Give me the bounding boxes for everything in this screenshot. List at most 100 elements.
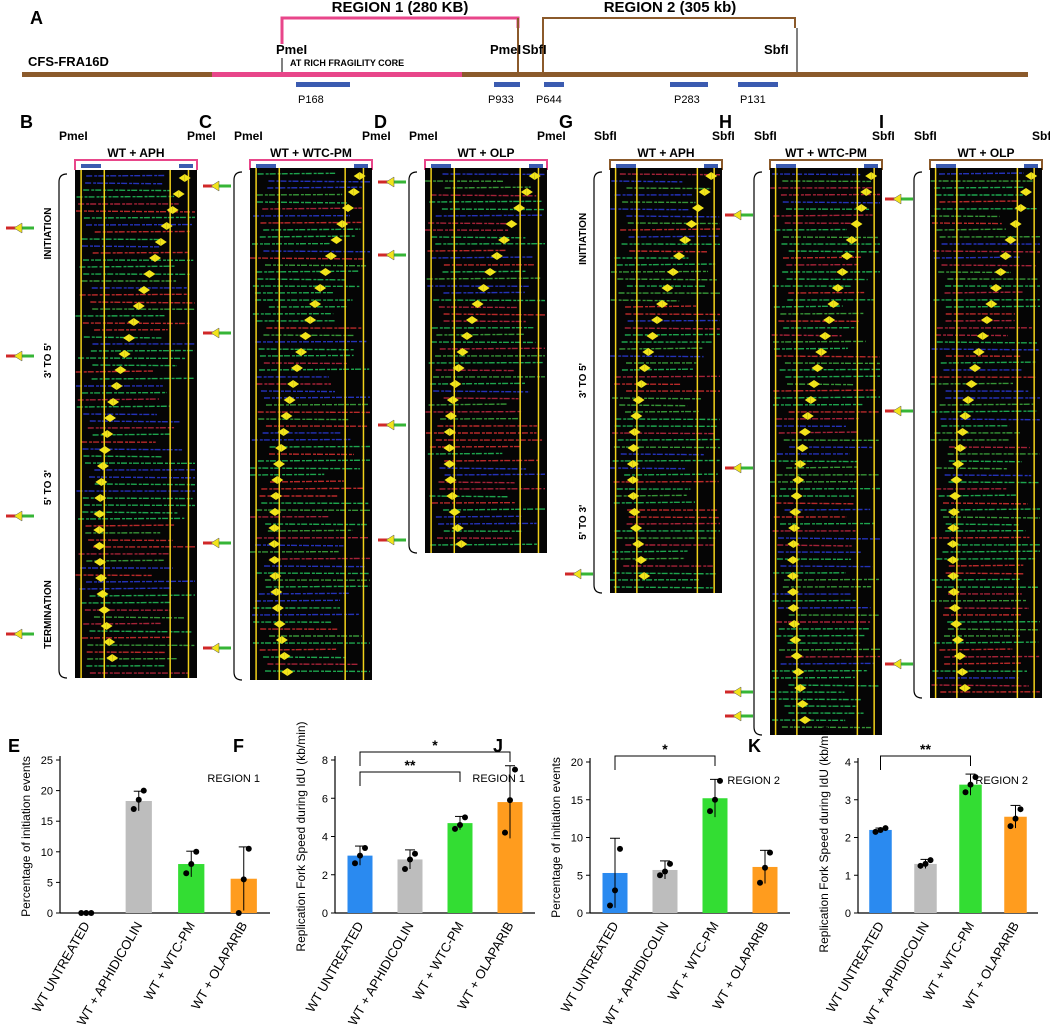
probe-p283-bar: [670, 82, 708, 87]
fiber-streak: [443, 508, 546, 511]
fork-arrowhead: [94, 494, 101, 502]
event-arrow-icon: [203, 642, 231, 654]
fork-arrowhead: [798, 428, 805, 436]
phase-label: 5' TO 3': [578, 505, 589, 540]
data-point: [240, 876, 247, 883]
fork-arrowhead: [840, 252, 847, 260]
fiber-streak: [945, 523, 1019, 526]
fiber-panel-d: D PmeI PmeI WT + OLP: [374, 112, 566, 554]
event-arrow-icon: [378, 249, 406, 261]
fiber-image: [770, 168, 882, 735]
fork-arrowhead: [286, 412, 293, 420]
y-tick-label: 3: [845, 795, 851, 807]
probe-p644-label: P644: [536, 94, 562, 106]
fiber-streak: [258, 348, 355, 351]
bar: [125, 801, 152, 913]
fork-arrowhead: [952, 540, 959, 548]
fiber-streak: [935, 334, 1008, 337]
fiber-streak: [263, 250, 371, 253]
data-point: [1017, 806, 1024, 813]
event-arrow-icon: [885, 405, 913, 417]
probe-p933-bar: [494, 82, 520, 87]
fork-arrowhead: [100, 622, 107, 630]
panel-letter-b: B: [20, 112, 33, 132]
fork-arrowhead: [443, 428, 450, 436]
fragility-core-bar: [212, 72, 462, 77]
fork-arrowhead: [93, 526, 100, 534]
fiber-streak: [269, 480, 344, 483]
fork-arrowhead: [651, 316, 658, 324]
fiber-streak: [612, 432, 715, 435]
fork-arrowhead: [1025, 172, 1032, 180]
chart-j: J 0 5 10 15 20 Percentage of initiation events…: [493, 736, 790, 1025]
fork-arrowhead: [275, 572, 282, 580]
fiber-streak: [610, 270, 709, 273]
fork-arrowhead: [99, 542, 106, 550]
fiber-streak: [780, 312, 865, 315]
fork-arrowhead: [107, 430, 114, 438]
fiber-streak: [773, 340, 866, 343]
event-arrow-icon: [378, 176, 406, 188]
probe-mark: [936, 164, 956, 168]
fork-arrowhead: [953, 588, 960, 596]
fiber-streak: [439, 347, 546, 350]
fork-arrowhead: [534, 172, 541, 180]
fiber-streak: [83, 336, 162, 339]
probe-mark: [704, 164, 718, 168]
data-point: [462, 814, 468, 821]
fiber-streak: [255, 572, 369, 575]
region1-bracket: [280, 16, 520, 44]
fiber-streak: [263, 656, 346, 659]
fiber-streak: [430, 382, 526, 385]
arrow-head: [210, 327, 220, 339]
event-arrow-icon: [6, 628, 34, 640]
fork-arrowhead: [359, 172, 366, 180]
y-tick-label: 2: [845, 833, 851, 845]
fiber-streak: [260, 390, 336, 393]
fork-arrowhead: [444, 412, 451, 420]
fork-arrowhead: [836, 268, 843, 276]
fork-arrowhead: [450, 476, 457, 484]
fork-arrowhead: [994, 268, 1001, 276]
fork-arrowhead: [324, 252, 331, 260]
panel-letter-i: I: [879, 112, 884, 132]
fork-arrowhead: [325, 268, 332, 276]
fork-arrowhead: [656, 300, 663, 308]
fork-arrowhead: [951, 636, 958, 644]
fork-arrowhead: [449, 460, 456, 468]
fiber-streak: [256, 270, 360, 273]
fork-arrowhead: [484, 268, 491, 276]
fork-arrowhead: [801, 412, 808, 420]
fork-arrowhead: [295, 348, 302, 356]
data-point: [1012, 815, 1019, 822]
fork-arrowhead: [953, 572, 960, 580]
fiber-streak: [942, 550, 1041, 553]
fork-arrowhead: [526, 188, 533, 196]
fork-arrowhead: [691, 204, 698, 212]
fork-arrowhead: [652, 332, 659, 340]
fork-arrowhead: [698, 188, 705, 196]
fiber-streak: [788, 684, 881, 687]
fiber-streak: [774, 347, 848, 350]
fiber-streak: [268, 180, 371, 183]
fork-arrowhead: [143, 270, 150, 278]
probe-mark: [529, 164, 543, 168]
arrow-head: [732, 710, 742, 722]
region2-bracket: [542, 17, 796, 74]
fiber-streak: [628, 235, 721, 238]
event-arrow-icon: [725, 710, 753, 722]
fiber-streak: [427, 249, 507, 252]
phase-label: 5' TO 3': [43, 470, 54, 505]
fork-arrowhead: [143, 286, 150, 294]
phase-label: 3' TO 5': [43, 343, 54, 378]
fork-arrowhead: [995, 284, 1002, 292]
fiber-streak: [250, 257, 365, 260]
category-label: WT + OLAPARIB: [454, 919, 516, 1012]
fork-arrowhead: [1025, 188, 1032, 196]
fiber-streak: [615, 494, 688, 497]
fork-arrowhead: [792, 668, 799, 676]
fiber-streak: [948, 481, 1041, 484]
fork-arrowhead: [974, 364, 981, 372]
fork-arrowhead: [93, 542, 100, 550]
